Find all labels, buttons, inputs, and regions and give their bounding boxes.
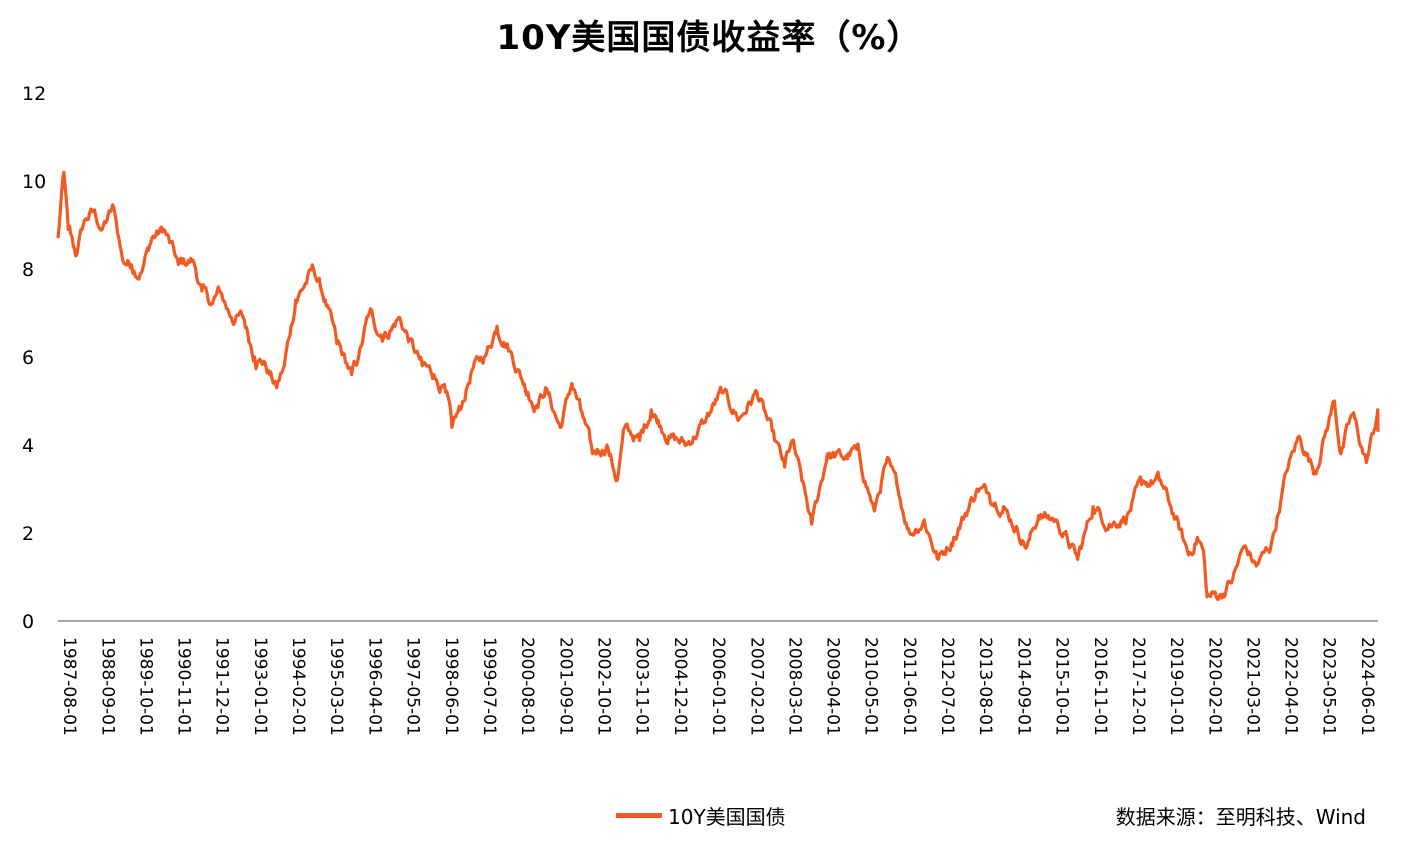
x-tick-label: 1989-10-01 (135, 637, 155, 736)
x-tick-label: 2023-05-01 (1319, 637, 1339, 736)
x-tick-label: 2011-06-01 (899, 637, 919, 736)
x-tick-label: 2002-10-01 (594, 637, 614, 736)
x-tick-label: 2024-06-01 (1357, 637, 1377, 736)
x-tick-label: 1990-11-01 (174, 637, 194, 736)
x-tick-label: 2000-08-01 (517, 637, 537, 736)
y-axis: 0 2 4 6 8 10 12 (22, 83, 46, 633)
y-tick-label: 10 (22, 171, 46, 193)
x-tick-label: 2016-11-01 (1090, 637, 1110, 736)
x-tick-label: 1999-07-01 (479, 637, 499, 736)
legend: 10Y美国国债 (616, 800, 786, 830)
x-tick-label: 1987-08-01 (59, 637, 79, 736)
x-tick-label: 2010-05-01 (861, 637, 881, 736)
y-tick-label: 0 (22, 611, 34, 633)
legend-label: 10Y美国国债 (668, 804, 786, 829)
x-tick-label: 2003-11-01 (632, 637, 652, 736)
x-tick-label: 2004-12-01 (670, 637, 690, 736)
legend-swatch (616, 812, 662, 818)
x-tick-label: 1993-01-01 (250, 637, 270, 736)
chart-title: 10Y美国国债收益率（%） (496, 18, 922, 58)
x-axis: 1987-08-01 1988-09-01 1989-10-01 1990-11-01… (58, 620, 1378, 736)
x-tick-label: 1994-02-01 (288, 637, 308, 736)
x-tick-label: 2001-09-01 (555, 637, 575, 736)
y-tick-label: 8 (22, 259, 34, 281)
x-tick-label: 2014-09-01 (1013, 637, 1033, 736)
x-tick-label: 1997-05-01 (403, 637, 423, 736)
x-tick-label: 1996-04-01 (364, 637, 384, 736)
y-tick-label: 6 (22, 347, 34, 369)
y-tick-label: 4 (22, 435, 34, 457)
data-source-note: 数据来源：至明科技、Wind (1115, 805, 1366, 829)
x-tick-label: 2020-02-01 (1204, 637, 1224, 736)
x-tick-label: 2008-03-01 (784, 637, 804, 736)
x-tick-label: 1988-09-01 (97, 637, 117, 736)
x-tick-label: 2012-07-01 (937, 637, 957, 736)
x-tick-label: 2009-04-01 (823, 637, 843, 736)
x-tick-label: 2013-08-01 (975, 637, 995, 736)
y-tick-label: 12 (22, 83, 46, 105)
x-tick-label: 2006-01-01 (708, 637, 728, 736)
series-layer (56, 170, 1380, 601)
x-tick-label: 2017-12-01 (1128, 637, 1148, 736)
x-tick-label: 2007-02-01 (746, 637, 766, 736)
x-tick-label: 1991-12-01 (212, 637, 232, 736)
x-tick-label: 2021-03-01 (1242, 637, 1262, 736)
x-tick-label: 1998-06-01 (441, 637, 461, 736)
x-tick-label: 2022-04-01 (1281, 637, 1301, 736)
y-tick-label: 2 (22, 523, 34, 545)
x-tick-label: 2015-10-01 (1052, 637, 1072, 736)
x-tick-label: 1995-03-01 (326, 637, 346, 736)
series-line-10y-us-treasury (56, 170, 1380, 601)
x-tick-label: 2019-01-01 (1166, 637, 1186, 736)
